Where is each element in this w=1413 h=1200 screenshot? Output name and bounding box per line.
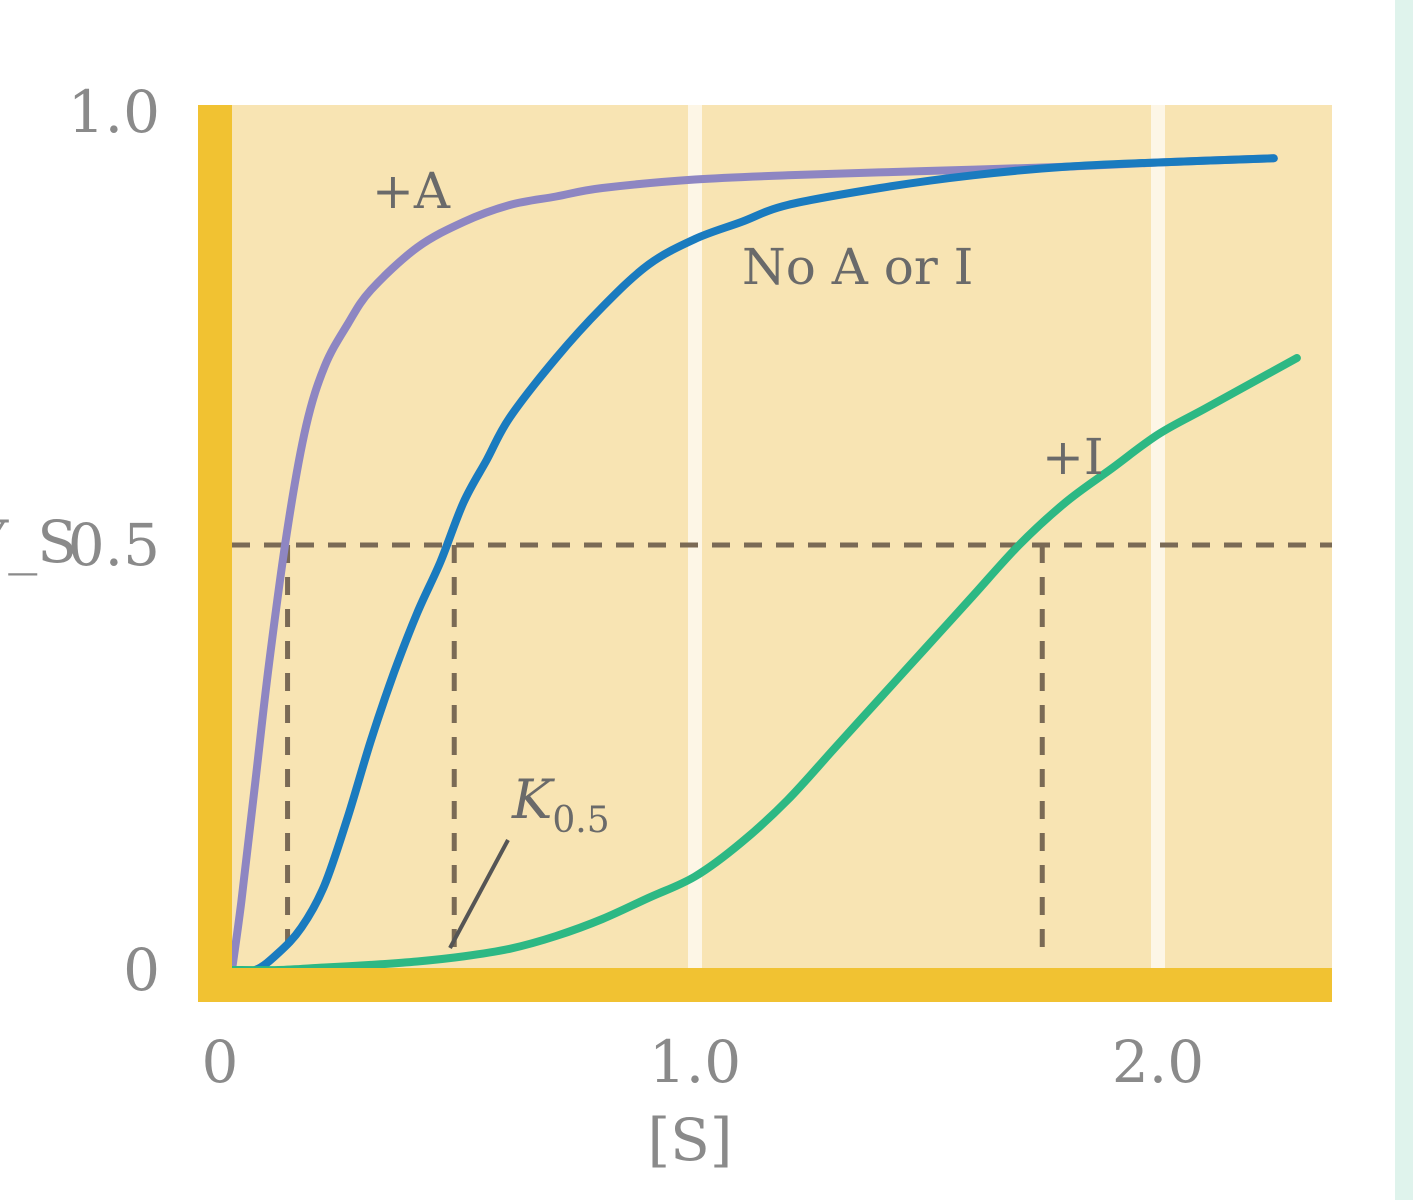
k05-symbol: K — [511, 768, 555, 831]
k05-subscript: 0.5 — [552, 800, 609, 841]
x-axis — [198, 968, 1332, 1002]
x-tick-label-2: 2.0 — [1112, 1028, 1204, 1096]
k05-annotation: K0.5 — [511, 768, 610, 841]
page-edge-strip — [1395, 0, 1413, 1200]
series-lines — [228, 154, 1301, 976]
no-effector-series-label: No A or I — [742, 238, 973, 296]
k05-dropdown-lines — [285, 545, 1045, 960]
y-tick-label-0: 0 — [123, 936, 160, 1004]
x-axis-title: [S] — [648, 1106, 733, 1174]
inhibitor-series-label: +I — [1042, 428, 1104, 486]
k05-pointer-line — [448, 839, 510, 949]
y-tick-label-1: 0.5 — [68, 511, 160, 579]
grid-lines — [688, 105, 1165, 1000]
activator-series-label: +A — [372, 162, 451, 220]
y-axis-title: Y_S — [0, 508, 77, 576]
tick-labels: 0 1.0 2.0 0 0.5 1.0 — [68, 78, 1204, 1096]
x-tick-label-0: 0 — [202, 1028, 239, 1096]
y-axis — [198, 105, 232, 1000]
plot-background — [198, 105, 1332, 1000]
x-tick-label-1: 1.0 — [649, 1028, 741, 1096]
y-tick-label-2: 1.0 — [68, 78, 160, 146]
series-line-0 — [228, 154, 1278, 974]
series-line-1 — [228, 154, 1278, 976]
series-line-2 — [228, 354, 1301, 975]
